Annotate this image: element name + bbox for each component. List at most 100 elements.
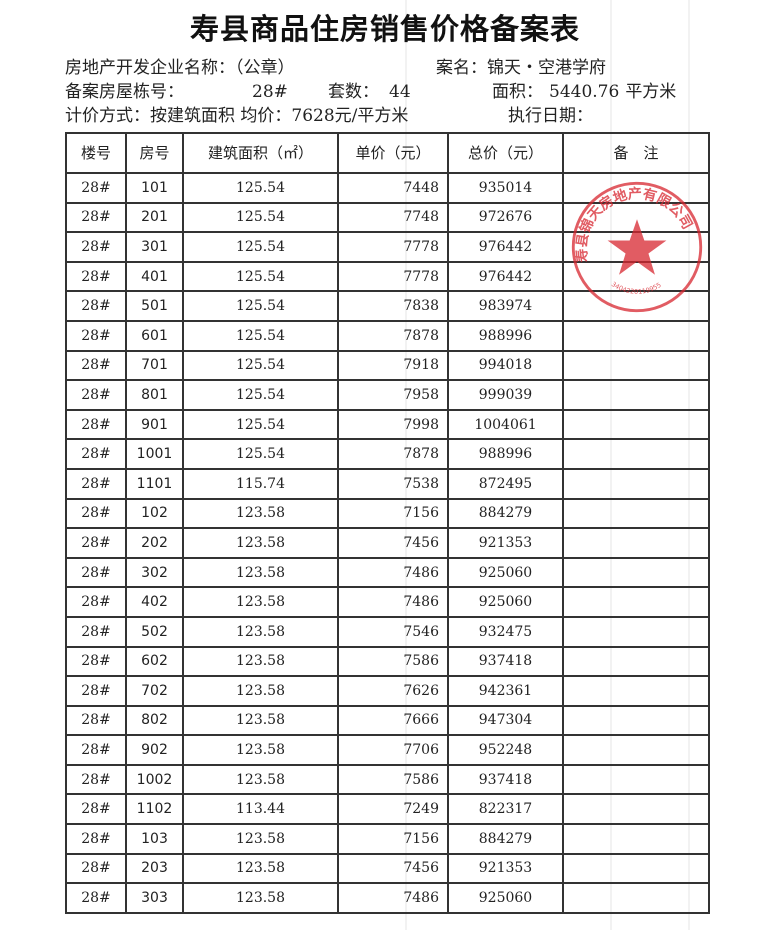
table-row: 28# 301 125.54 7778 976442	[65, 231, 710, 263]
table-row: 28# 402 123.58 7486 925060	[65, 586, 710, 618]
column-header-building: 楼号	[65, 132, 127, 174]
cell-area: 125.54	[182, 319, 339, 352]
cell-remarks	[562, 319, 710, 352]
cell-unit-price: 7626	[337, 675, 449, 707]
cell-building: 28#	[65, 438, 127, 470]
cell-remarks	[562, 172, 710, 204]
avg-value: 7628元/平方米	[291, 106, 409, 126]
cell-area: 125.54	[182, 379, 339, 411]
cell-area: 125.54	[182, 290, 339, 322]
cell-remarks	[562, 675, 710, 707]
cell-building: 28#	[65, 172, 127, 204]
cell-building: 28#	[65, 823, 127, 855]
cell-total-price: 935014	[447, 172, 564, 204]
cell-total-price: 988996	[447, 319, 564, 352]
cell-unit-price: 7748	[337, 201, 449, 234]
building-value: 28#	[252, 82, 288, 102]
cell-building: 28#	[65, 319, 127, 352]
cell-room: 201	[125, 201, 184, 234]
cell-area: 123.58	[182, 527, 339, 559]
cell-unit-price: 7778	[337, 260, 449, 293]
table-row: 28# 401 125.54 7778 976442	[65, 260, 710, 293]
cell-remarks	[562, 527, 710, 559]
cell-unit-price: 7778	[337, 231, 449, 263]
cell-area: 125.54	[182, 231, 339, 263]
cell-remarks	[562, 379, 710, 411]
area-label: 面积：	[492, 82, 543, 102]
cell-total-price: 976442	[447, 231, 564, 263]
cell-total-price: 925060	[447, 882, 564, 914]
cell-unit-price: 7156	[337, 823, 449, 855]
table-row: 28# 102 123.58 7156 884279	[65, 497, 710, 530]
cell-remarks	[562, 852, 710, 885]
cell-room: 1101	[125, 467, 184, 500]
cell-building: 28#	[65, 645, 127, 678]
table-row: 28# 802 123.58 7666 947304	[65, 704, 710, 737]
cell-room: 302	[125, 556, 184, 589]
building-label: 备案房屋栋号：	[65, 82, 184, 102]
cell-remarks	[562, 231, 710, 263]
cell-total-price: 947304	[447, 704, 564, 737]
cell-total-price: 932475	[447, 615, 564, 648]
table-row: 28# 701 125.54 7918 994018	[65, 349, 710, 382]
cell-remarks	[562, 349, 710, 382]
cell-area: 123.58	[182, 675, 339, 707]
project-name-line: 案名：锦天・空港学府	[436, 58, 606, 79]
cell-unit-price: 7486	[337, 586, 449, 618]
cell-unit-price: 7456	[337, 852, 449, 885]
cell-total-price: 925060	[447, 556, 564, 589]
table-row: 28# 202 123.58 7456 921353	[65, 527, 710, 559]
area-line: 面积： 5440.76 平方米	[492, 82, 676, 103]
cell-room: 203	[125, 852, 184, 885]
cell-area: 123.58	[182, 704, 339, 737]
cell-room: 902	[125, 734, 184, 766]
cell-unit-price: 7958	[337, 379, 449, 411]
cell-room: 901	[125, 408, 184, 441]
cell-total-price: 872495	[447, 467, 564, 500]
cell-room: 602	[125, 645, 184, 678]
table-row: 28# 1002 123.58 7586 937418	[65, 763, 710, 796]
page-title: 寿县商品住房销售价格备案表	[189, 12, 580, 46]
cell-room: 1001	[125, 438, 184, 470]
cell-total-price: 937418	[447, 645, 564, 678]
cell-remarks	[562, 615, 710, 648]
cell-unit-price: 7878	[337, 438, 449, 470]
cell-total-price: 921353	[447, 852, 564, 885]
cell-remarks	[562, 201, 710, 234]
cell-area: 123.58	[182, 497, 339, 530]
table-row: 28# 1001 125.54 7878 988996	[65, 438, 710, 470]
cell-area: 123.58	[182, 734, 339, 766]
cell-room: 1002	[125, 763, 184, 796]
cell-remarks	[562, 734, 710, 766]
avg-label: 均价：	[240, 106, 292, 126]
table-row: 28# 203 123.58 7456 921353	[65, 852, 710, 885]
cell-building: 28#	[65, 260, 127, 293]
cell-room: 601	[125, 319, 184, 352]
table-row: 28# 702 123.58 7626 942361	[65, 675, 710, 707]
cell-total-price: 884279	[447, 497, 564, 530]
pricing-line: 计价方式：按建筑面积 均价：7628元/平方米	[65, 106, 408, 127]
cell-remarks	[562, 497, 710, 530]
cell-total-price: 994018	[447, 349, 564, 382]
cell-unit-price: 7918	[337, 349, 449, 382]
cell-unit-price: 7538	[337, 467, 449, 500]
cell-building: 28#	[65, 349, 127, 382]
cell-building: 28#	[65, 497, 127, 530]
cell-unit-price: 7456	[337, 527, 449, 559]
table-row: 28# 101 125.54 7448 935014	[65, 172, 710, 204]
exec-date-label: 执行日期：	[508, 106, 593, 126]
table-row: 28# 502 123.58 7546 932475	[65, 615, 710, 648]
cell-area: 125.54	[182, 201, 339, 234]
cell-building: 28#	[65, 675, 127, 707]
cell-unit-price: 7249	[337, 793, 449, 826]
cell-room: 103	[125, 823, 184, 855]
cell-remarks	[562, 645, 710, 678]
cell-unit-price: 7486	[337, 556, 449, 589]
cell-unit-price: 7878	[337, 319, 449, 352]
cell-remarks	[562, 704, 710, 737]
cell-area: 123.58	[182, 823, 339, 855]
cell-total-price: 972676	[447, 201, 564, 234]
table-row: 28# 201 125.54 7748 972676	[65, 201, 710, 234]
cell-building: 28#	[65, 408, 127, 441]
cell-remarks	[562, 408, 710, 441]
